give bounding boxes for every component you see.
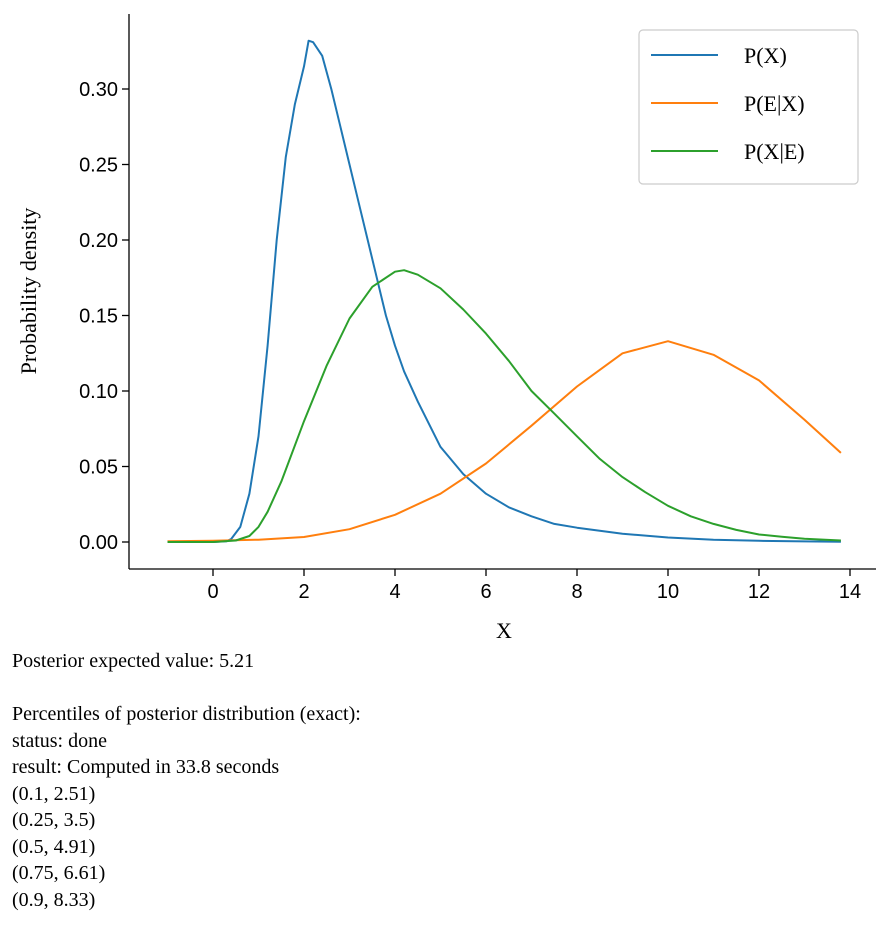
expected-value-text: Posterior expected value: 5.21: [12, 650, 255, 672]
x-axis: 0 2 4 6 8 10 12 14: [129, 568, 876, 603]
y-tick-label: 0.15: [79, 306, 118, 328]
y-tick-label: 0.00: [79, 532, 118, 554]
x-tick-label: 14: [839, 581, 861, 603]
percentile-line: (0.75, 6.61): [12, 862, 106, 884]
series-line-1: [167, 39, 841, 543]
y-tick-label: 0.30: [79, 79, 118, 101]
percentile-line: (0.25, 3.5): [12, 809, 96, 831]
legend-box: [638, 29, 859, 185]
series-line-3: [167, 269, 841, 543]
legend-label: P(X): [744, 43, 787, 68]
x-tick-label: 0: [207, 581, 218, 603]
x-tick-label: 12: [748, 581, 770, 603]
output-text: Posterior expected value: 5.21 Percentil…: [12, 648, 361, 913]
x-tick-label: 6: [480, 581, 491, 603]
legend-label: P(E|X): [744, 91, 805, 116]
y-axis-title: Probability density: [16, 208, 41, 375]
probability-density-chart: 0.00 0.05 0.10 0.15 0.20 0.25 0.30 0 2 4 6 8 10 12 14…: [16, 14, 876, 643]
y-axis: 0.00 0.05 0.10 0.15 0.20 0.25 0.30: [79, 14, 130, 569]
y-tick-label: 0.20: [79, 230, 118, 252]
y-tick-label: 0.25: [79, 155, 118, 177]
x-tick-label: 8: [571, 581, 582, 603]
x-tick-label: 2: [298, 581, 309, 603]
series-line-2: [167, 340, 842, 543]
percentiles-title: Percentiles of posterior distribution (e…: [12, 703, 361, 725]
x-tick-label: 4: [389, 581, 400, 603]
x-tick-label: 10: [657, 581, 679, 603]
percentile-line: (0.9, 8.33): [12, 888, 96, 911]
x-axis-title: X: [496, 618, 512, 643]
legend: P(X) P(E|X) P(X|E): [638, 29, 859, 185]
blank-line: [12, 675, 361, 702]
percentile-line: (0.5, 4.91): [12, 835, 96, 858]
result-text: result: Computed in 33.8 seconds: [12, 756, 280, 778]
percentile-line: (0.1, 2.51): [12, 782, 96, 805]
series-layer: [167, 39, 842, 543]
status-text: status: done: [12, 729, 107, 752]
y-tick-label: 0.05: [79, 457, 118, 479]
legend-label: P(X|E): [744, 139, 805, 164]
y-tick-label: 0.10: [79, 381, 118, 403]
